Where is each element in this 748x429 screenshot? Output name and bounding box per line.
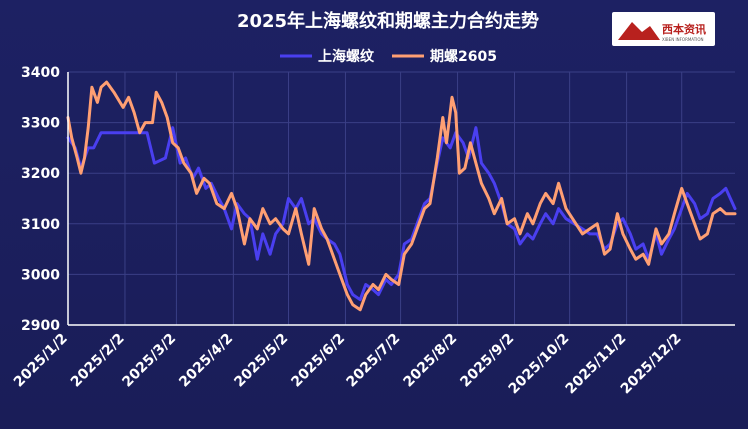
y-tick-label: 3200 xyxy=(21,166,60,182)
y-tick-label: 3400 xyxy=(21,65,60,81)
y-tick-label: 3000 xyxy=(21,267,60,283)
y-tick-label: 2900 xyxy=(21,318,60,334)
y-tick-label: 3100 xyxy=(21,217,60,233)
chart-title: 2025年上海螺纹和期螺主力合约走势 xyxy=(237,10,539,32)
logo-mountain-icon xyxy=(618,22,660,40)
x-tick-label: 2025/9/2 xyxy=(457,331,517,391)
y-axis-ticks: 2900 3000 3100 3200 3300 3400 xyxy=(21,65,60,334)
logo: 西本资讯 XIBEN INFORMATION xyxy=(612,12,715,46)
x-tick-label: 2025/8/2 xyxy=(400,331,460,391)
legend-label-futures-rebar: 期螺2605 xyxy=(430,48,497,65)
x-tick-label: 2025/5/2 xyxy=(231,331,291,391)
x-tick-label: 2025/3/2 xyxy=(119,331,179,391)
grid xyxy=(67,71,735,326)
series xyxy=(66,80,737,312)
x-tick-label: 2025/2/2 xyxy=(68,331,128,391)
x-tick-label: 2025/6/2 xyxy=(288,331,348,391)
legend-label-shanghai-rebar: 上海螺纹 xyxy=(318,48,375,65)
x-tick-label: 2025/1/2 xyxy=(11,331,71,391)
series-line-shanghai-rebar xyxy=(66,126,737,302)
logo-text: 西本资讯 xyxy=(662,22,706,36)
x-axis-ticks: 2025/1/22025/2/22025/3/22025/4/22025/5/2… xyxy=(11,331,685,398)
y-tick-label: 3300 xyxy=(21,116,60,132)
logo-subtitle: XIBEN INFORMATION xyxy=(662,37,704,42)
legend: 上海螺纹 期螺2605 xyxy=(280,48,497,65)
x-tick-label: 2025/4/2 xyxy=(176,331,236,391)
x-tick-label: 2025/7/2 xyxy=(344,331,404,391)
series-line-futures-rebar xyxy=(66,80,737,312)
